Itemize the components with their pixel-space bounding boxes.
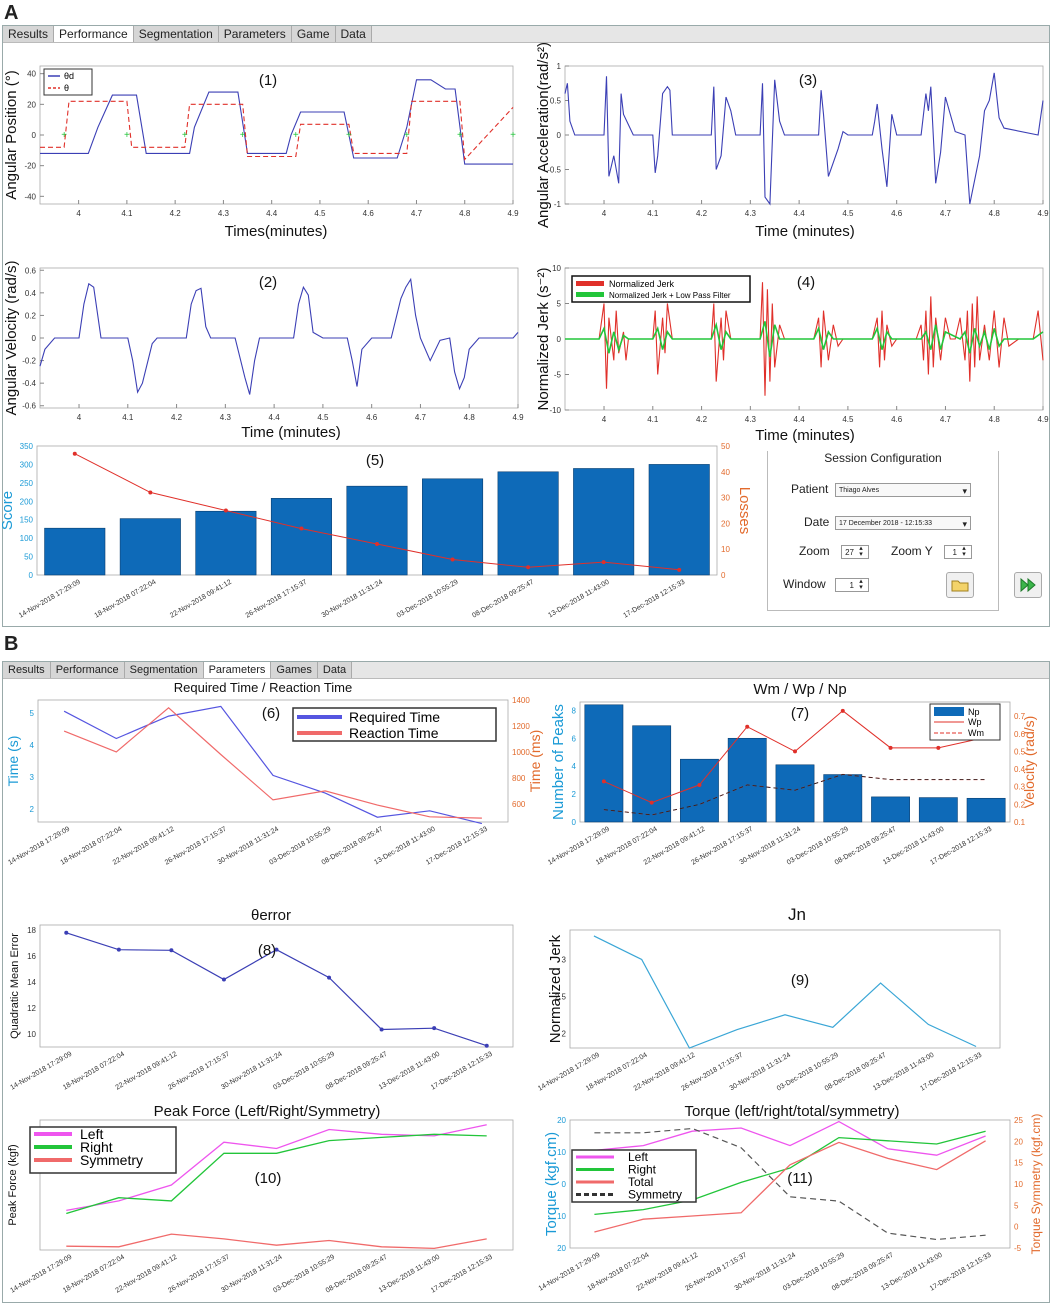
- tab-parameters[interactable]: Parameters: [218, 26, 292, 42]
- panel-b-label: B: [4, 633, 19, 655]
- tab-game[interactable]: Game: [291, 26, 336, 42]
- tab-parameters-b[interactable]: Parameters: [203, 662, 272, 678]
- date-label: Date: [804, 515, 830, 529]
- play-next-icon: [1020, 577, 1036, 593]
- open-folder-button[interactable]: [946, 572, 974, 598]
- window-label: Window: [783, 577, 826, 591]
- tab-segmentation[interactable]: Segmentation: [133, 26, 219, 42]
- zoom-label: Zoom: [799, 544, 830, 558]
- date-select[interactable]: 17 December 2018 - 12:15:33: [835, 516, 971, 531]
- zoomy-label: Zoom Y: [891, 544, 933, 558]
- patient-select[interactable]: Thiago Alves: [835, 483, 971, 498]
- tab-results-b[interactable]: Results: [3, 662, 51, 678]
- tab-data[interactable]: Data: [335, 26, 372, 42]
- window-stepper[interactable]: 1: [835, 577, 869, 592]
- tab-bar-b: Results Performance Segmentation Paramet…: [3, 662, 1049, 679]
- folder-icon: [951, 580, 969, 592]
- tab-performance[interactable]: Performance: [54, 26, 134, 42]
- patient-label: Patient: [791, 482, 829, 496]
- tab-bar-a: Results Performance Segmentation Paramet…: [3, 26, 1049, 43]
- tab-segmentation-b[interactable]: Segmentation: [124, 662, 204, 678]
- session-config-panel: Session Configuration Patient Thiago Alv…: [767, 451, 1042, 611]
- tab-performance-b[interactable]: Performance: [50, 662, 125, 678]
- play-next-button[interactable]: [1014, 572, 1042, 598]
- zoomy-stepper[interactable]: 1: [944, 544, 972, 559]
- tab-games-b[interactable]: Games: [271, 662, 318, 678]
- panel-a-label: A: [4, 2, 19, 24]
- panel-b-frame: Results Performance Segmentation Paramet…: [2, 661, 1050, 1303]
- tab-results[interactable]: Results: [3, 26, 55, 42]
- session-config-title: Session Configuration: [768, 451, 998, 465]
- tab-data-b[interactable]: Data: [317, 662, 353, 678]
- zoom-stepper[interactable]: 27: [841, 544, 869, 559]
